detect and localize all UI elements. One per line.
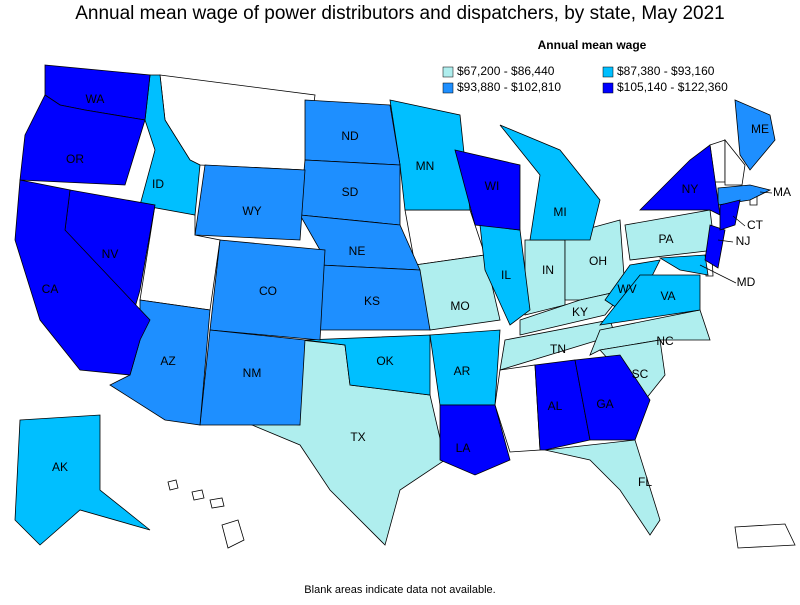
leader-line [717,239,734,243]
state-shape [221,519,245,549]
state-label: AK [52,460,68,474]
state-shape [209,239,326,341]
state-label: GA [596,397,613,411]
state-shape [454,149,521,231]
state-label: MD [737,275,756,289]
state-shape [534,359,591,451]
state-label: MI [553,205,566,219]
state-label: NY [682,182,699,196]
leader-line [759,191,773,194]
state-label: ME [751,122,769,136]
state-shape [439,404,511,476]
state-shape [734,523,796,549]
state-shape [574,354,651,441]
state-label: ID [152,177,164,191]
state-label: CO [259,284,277,298]
state-shape [499,124,601,241]
state-shape [304,334,431,396]
state-label: NV [102,247,119,261]
state-shape [167,479,179,491]
state-label: FL [638,475,652,489]
state-label: WV [617,282,636,296]
state-label: WI [485,179,500,193]
legend-label: $87,380 - $93,160 [617,64,715,78]
leader-line [699,264,737,284]
state-label: MA [773,185,791,199]
state-shape [199,329,306,426]
legend-swatch [442,82,454,94]
legend-swatch [602,82,614,94]
state-label: IL [501,268,511,282]
state-shape [191,489,205,501]
state-label: AR [454,364,471,378]
state-shape [639,144,721,216]
legend-swatch [602,66,614,78]
state-label: AL [548,399,563,413]
state-label: NJ [736,234,751,248]
state-shape [14,414,151,546]
state-shape [719,199,741,231]
state-shape [139,74,201,216]
state-label: WY [242,204,261,218]
state-label: NC [656,334,674,348]
state-label: MO [450,299,469,313]
state-shape [599,274,701,326]
state-label: CA [42,282,59,296]
legend-title: Annual mean wage [538,38,647,52]
state-label: IN [542,263,554,277]
legend-label: $93,880 - $102,810 [457,80,561,94]
state-label: NM [243,366,262,380]
state-shape [494,364,541,453]
legend-label: $67,200 - $86,440 [457,64,555,78]
state-label: MN [416,159,435,173]
state-label: TX [350,430,365,444]
state-label: ND [341,129,359,143]
state-label: KS [364,294,380,308]
state-label: OK [376,354,393,368]
state-label: NE [349,244,366,258]
map-title: Annual mean wage of power distributors a… [75,3,725,24]
state-label: TN [550,342,566,356]
state-label: VA [660,289,675,303]
state-label: KY [572,305,588,319]
blank-states [139,74,796,549]
state-shape [734,99,776,171]
state-shape [14,179,151,376]
leader-line [732,215,746,227]
state-shape [194,164,306,241]
state-shape [19,94,146,186]
state-shape [724,138,746,186]
state-shape [209,497,225,509]
state-label: WA [86,92,105,106]
state-shape [658,254,709,276]
state-label: CT [747,218,764,232]
footnote: Blank areas indicate data not available. [304,584,495,596]
state-label: SC [632,367,649,381]
state-label: OR [66,152,84,166]
state-label: LA [456,441,471,455]
legend-swatch [442,66,454,78]
state-label: SD [342,185,359,199]
state-label: OH [589,254,607,268]
state-label: AZ [160,354,175,368]
state-label: PA [658,232,673,246]
legend-label: $105,140 - $122,360 [617,80,728,94]
state-shape [524,239,566,316]
state-shape [717,184,772,206]
